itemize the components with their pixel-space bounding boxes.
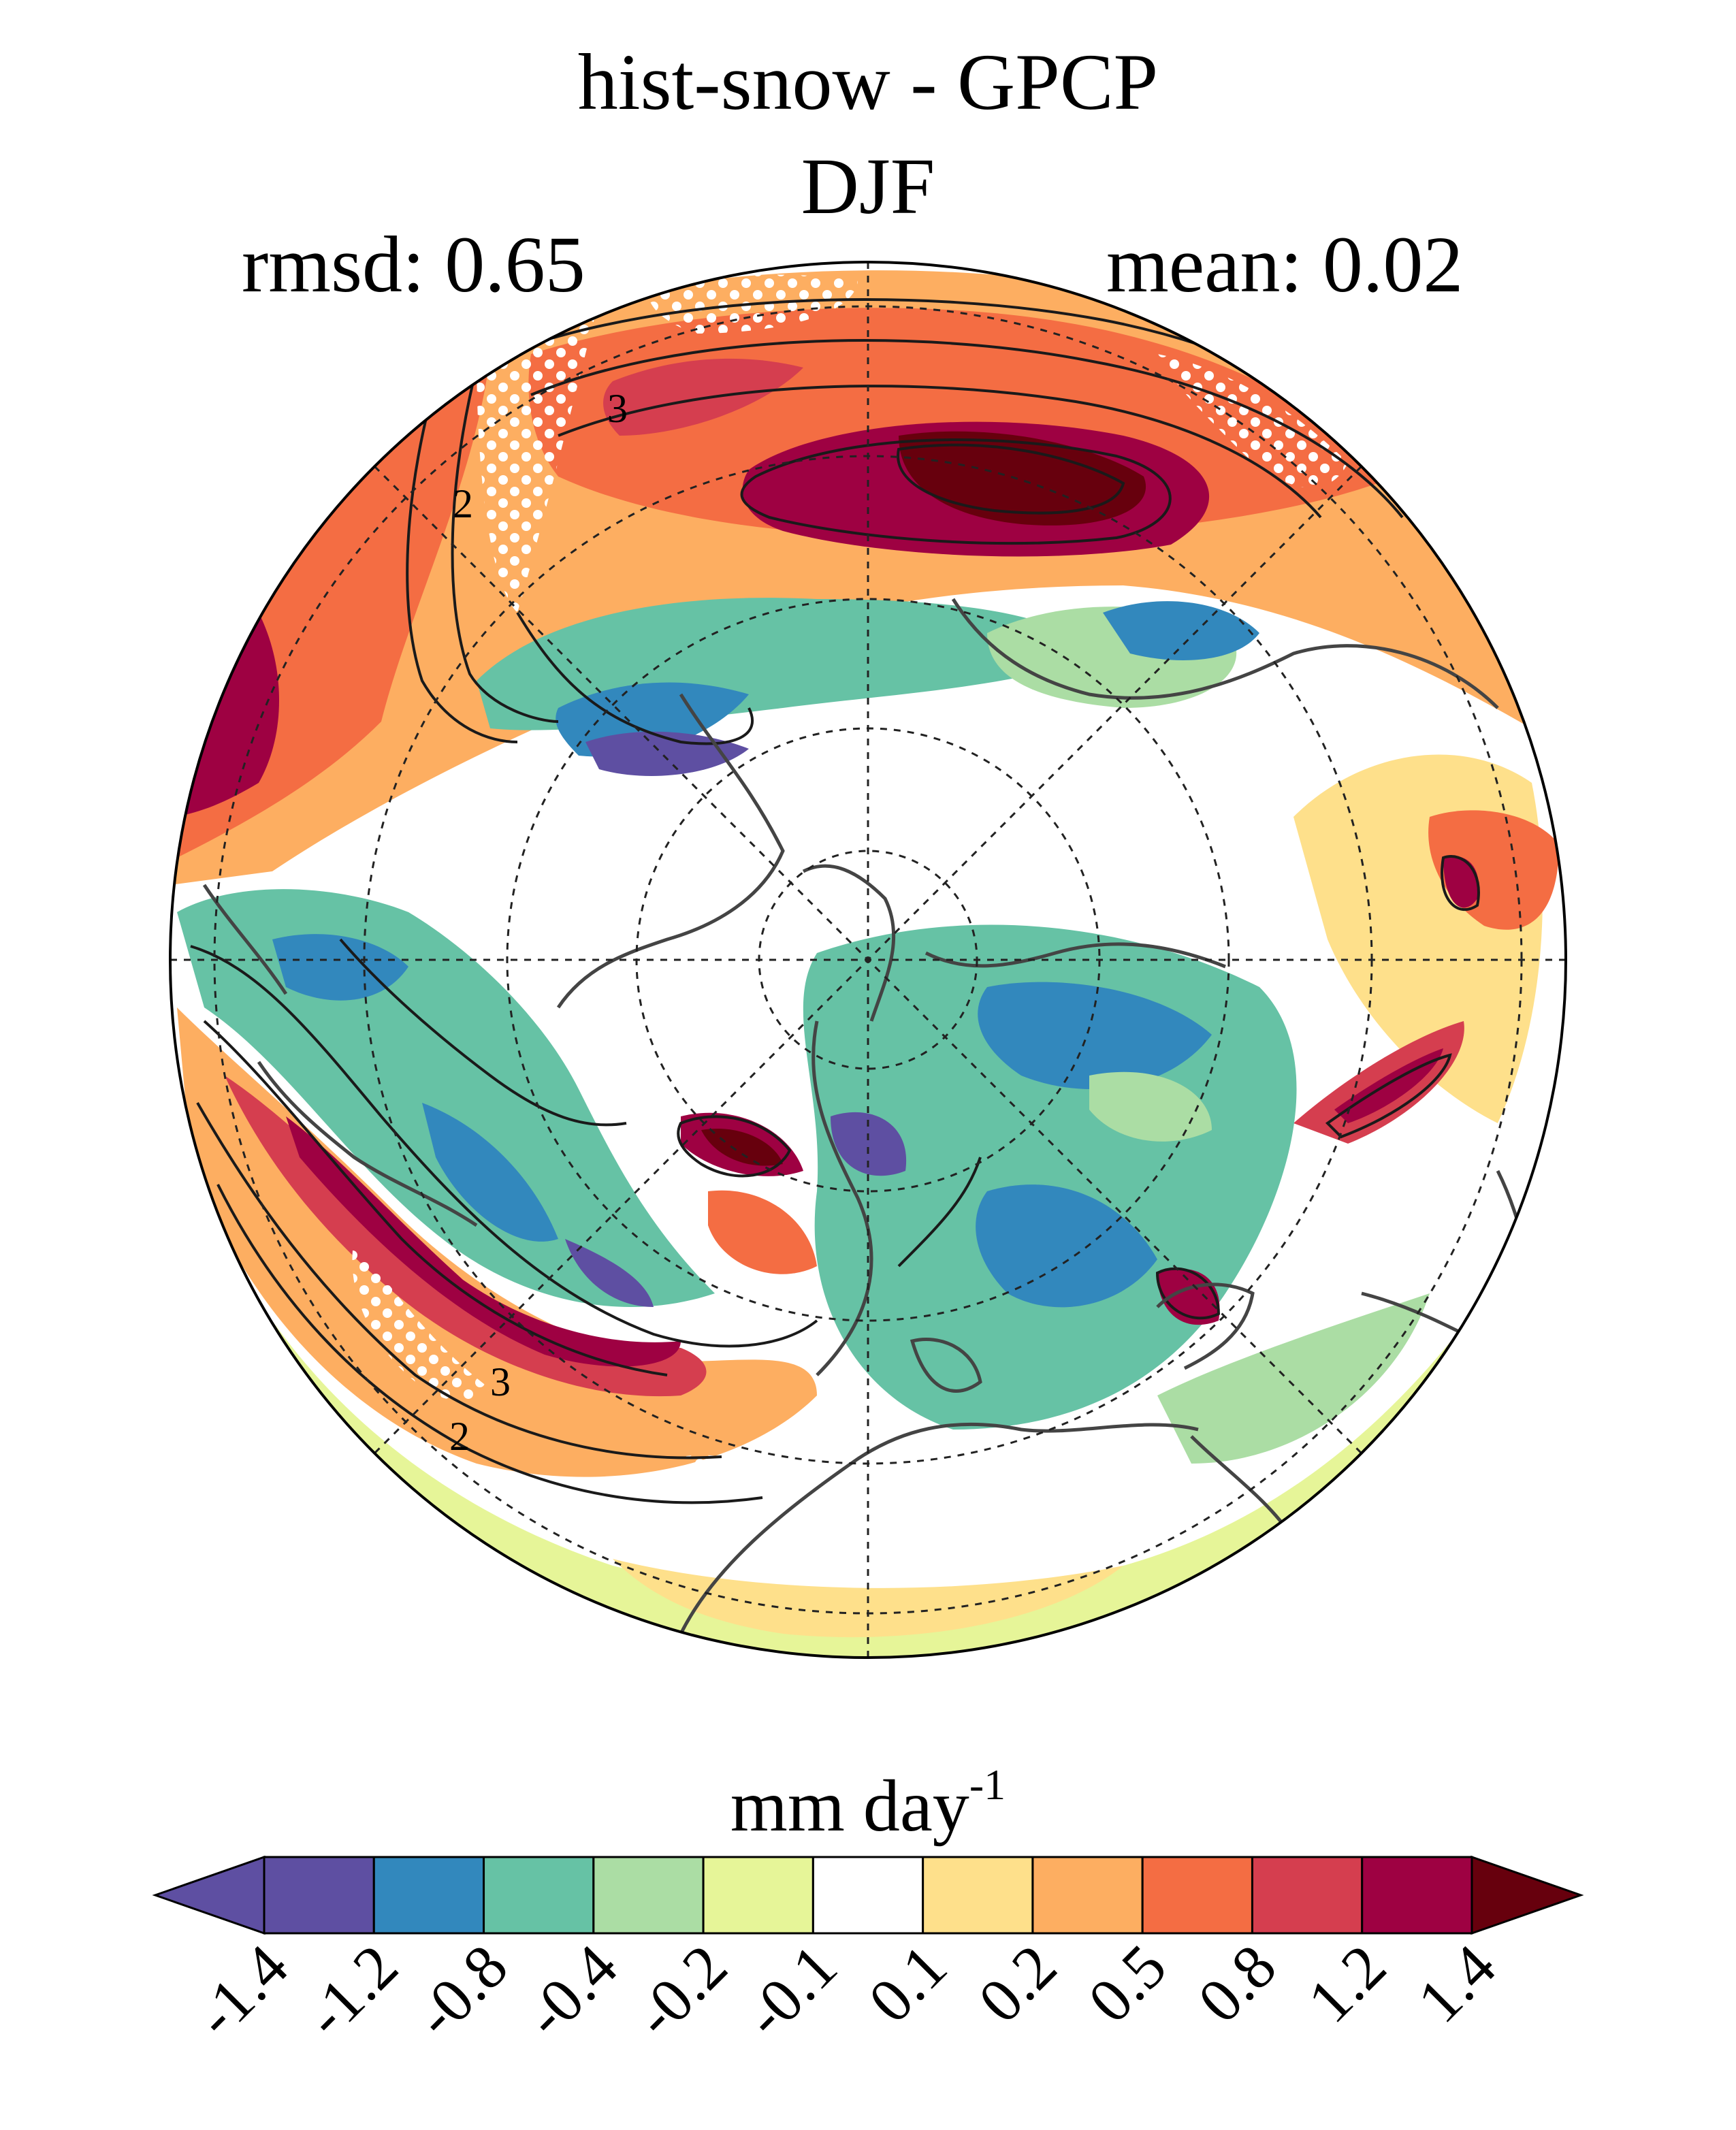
colorbar-boxes xyxy=(152,1855,1584,1935)
field-region xyxy=(565,1239,654,1307)
colorbar-tick-label: 0.5 xyxy=(1075,1931,1179,2035)
plot-title: hist-snow - GPCP xyxy=(577,37,1159,127)
colorbar-tick-label: -0.1 xyxy=(730,1931,850,2050)
rmsd-label: rmsd: 0.65 xyxy=(242,220,585,309)
contour-label: 2 xyxy=(453,481,473,526)
colorbar-box xyxy=(811,1856,925,1935)
colorbar-tick-label: -0.2 xyxy=(621,1931,740,2050)
contour-label: 2 xyxy=(449,1414,470,1459)
colorbar-box xyxy=(922,1856,1034,1935)
field-region xyxy=(174,613,279,817)
colorbar-units-exponent: -1 xyxy=(969,1760,1006,1809)
field-region xyxy=(1157,1268,1220,1325)
colorbar-title: mm day-1 xyxy=(0,1763,1736,1843)
contour-label: 3 xyxy=(607,386,628,431)
field-region xyxy=(1334,1048,1443,1123)
colorbar-box xyxy=(1031,1856,1144,1935)
colorbar-box xyxy=(263,1856,375,1935)
field-region xyxy=(976,1184,1157,1308)
field-region xyxy=(1089,1071,1212,1142)
colorbar-tick-label: -1.2 xyxy=(291,1931,411,2050)
colorbar-tick-label: -1.4 xyxy=(182,1931,301,2050)
colorbar-units: mm day xyxy=(730,1766,969,1847)
colorbar-box xyxy=(483,1856,595,1935)
field-region xyxy=(1443,856,1479,908)
stippling xyxy=(681,1455,776,1498)
colorbar-extend-high xyxy=(1470,1855,1584,1935)
contour-labels: 3 2 3 2 xyxy=(449,386,628,1459)
colorbar-tick-label: 0.8 xyxy=(1185,1931,1289,2035)
field-region xyxy=(272,934,408,1001)
field-region xyxy=(831,1112,907,1176)
colorbar-tick-label: -0.8 xyxy=(402,1931,521,2050)
colorbar-tick-label: 1.2 xyxy=(1294,1931,1398,2035)
field-region xyxy=(708,1190,817,1274)
field-region xyxy=(286,1116,681,1367)
colorbar-tick-label: 0.2 xyxy=(965,1931,1070,2035)
field-region xyxy=(225,1076,707,1397)
stippling xyxy=(1157,354,1348,488)
colorbar-box xyxy=(372,1856,485,1935)
colorbar-tick-labels: -1.4-1.2-0.8-0.4-0.2-0.1 0.1 0.2 0.5 0.8 1.2 1… xyxy=(182,1931,1509,2050)
colorbar-tick-label: 0.1 xyxy=(855,1931,959,2035)
graticule xyxy=(170,262,1566,1658)
colorbar-extend-low xyxy=(152,1855,266,1935)
map-boundary xyxy=(169,261,1567,1659)
field-region xyxy=(422,1103,558,1242)
colorbar-box xyxy=(1361,1856,1473,1935)
colorbar-tick-label: 1.4 xyxy=(1404,1931,1509,2035)
contour-lines xyxy=(190,298,1480,1504)
mean-label: mean: 0.02 xyxy=(1106,220,1464,309)
field-region xyxy=(978,982,1212,1089)
field-region xyxy=(170,1198,1566,1658)
stippling xyxy=(477,300,599,613)
colorbar-box xyxy=(592,1856,705,1935)
contour-label: 3 xyxy=(490,1359,511,1404)
field-region xyxy=(1157,1293,1430,1464)
field-region xyxy=(1103,601,1259,660)
field-region xyxy=(899,431,1146,526)
colorbar-tick-label: -0.4 xyxy=(511,1931,630,2050)
stippling xyxy=(352,1239,490,1402)
colorbar-box xyxy=(1141,1856,1253,1935)
colorbar-box xyxy=(1251,1856,1364,1935)
polar-map: 3 2 3 2 xyxy=(169,261,1567,1659)
colorbar-box xyxy=(702,1856,814,1935)
map-fill: 3 2 3 2 xyxy=(170,262,1566,1658)
plot-season: DJF xyxy=(801,142,935,231)
